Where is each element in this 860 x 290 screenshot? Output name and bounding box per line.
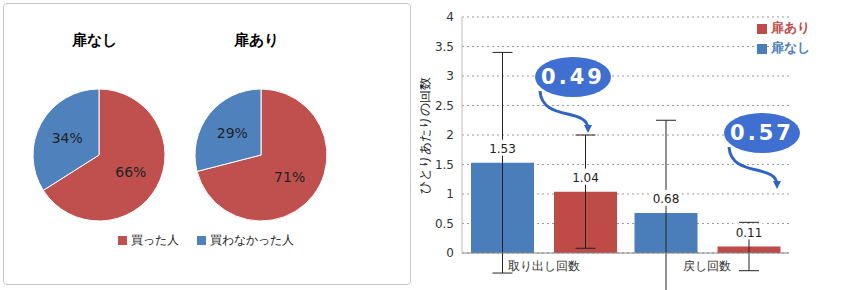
svg-text:取り出し回数: 取り出し回数	[508, 259, 580, 273]
svg-text:2.5: 2.5	[435, 99, 454, 113]
svg-text:0.57: 0.57	[730, 121, 794, 145]
html-text:扉なし: 扉なし	[71, 31, 117, 49]
svg-text:4: 4	[446, 10, 454, 24]
svg-text:1.5: 1.5	[435, 158, 454, 172]
html-text:扉なし: 扉なし	[771, 40, 810, 55]
svg-text:71%: 71%	[274, 169, 305, 185]
html-text:扉あり: 扉あり	[233, 31, 279, 49]
svg-text:66%: 66%	[115, 164, 146, 180]
svg-text:ひとりあたりの回数: ひとりあたりの回数	[420, 77, 432, 194]
html-text:扉あり: 扉あり	[771, 20, 810, 35]
svg-text:0.68: 0.68	[653, 192, 680, 206]
svg-text:34%: 34%	[52, 130, 83, 146]
svg-text:2: 2	[446, 128, 454, 142]
html-text:買った人: 買った人	[131, 233, 179, 247]
svg-text:3.5: 3.5	[435, 40, 454, 54]
svg-text:戻し回数: 戻し回数	[683, 259, 731, 273]
svg-text:1: 1	[446, 187, 454, 201]
html-text:買わなかった人: 買わなかった人	[210, 233, 294, 247]
svg-text:0.49: 0.49	[541, 65, 605, 89]
svg-text:0.5: 0.5	[435, 217, 454, 231]
svg-text:3: 3	[446, 69, 454, 83]
svg-text:29%: 29%	[217, 125, 248, 141]
svg-text:0.11: 0.11	[736, 226, 763, 240]
svg-text:0: 0	[446, 246, 454, 260]
svg-text:1.53: 1.53	[489, 142, 516, 156]
svg-text:1.04: 1.04	[572, 171, 599, 185]
